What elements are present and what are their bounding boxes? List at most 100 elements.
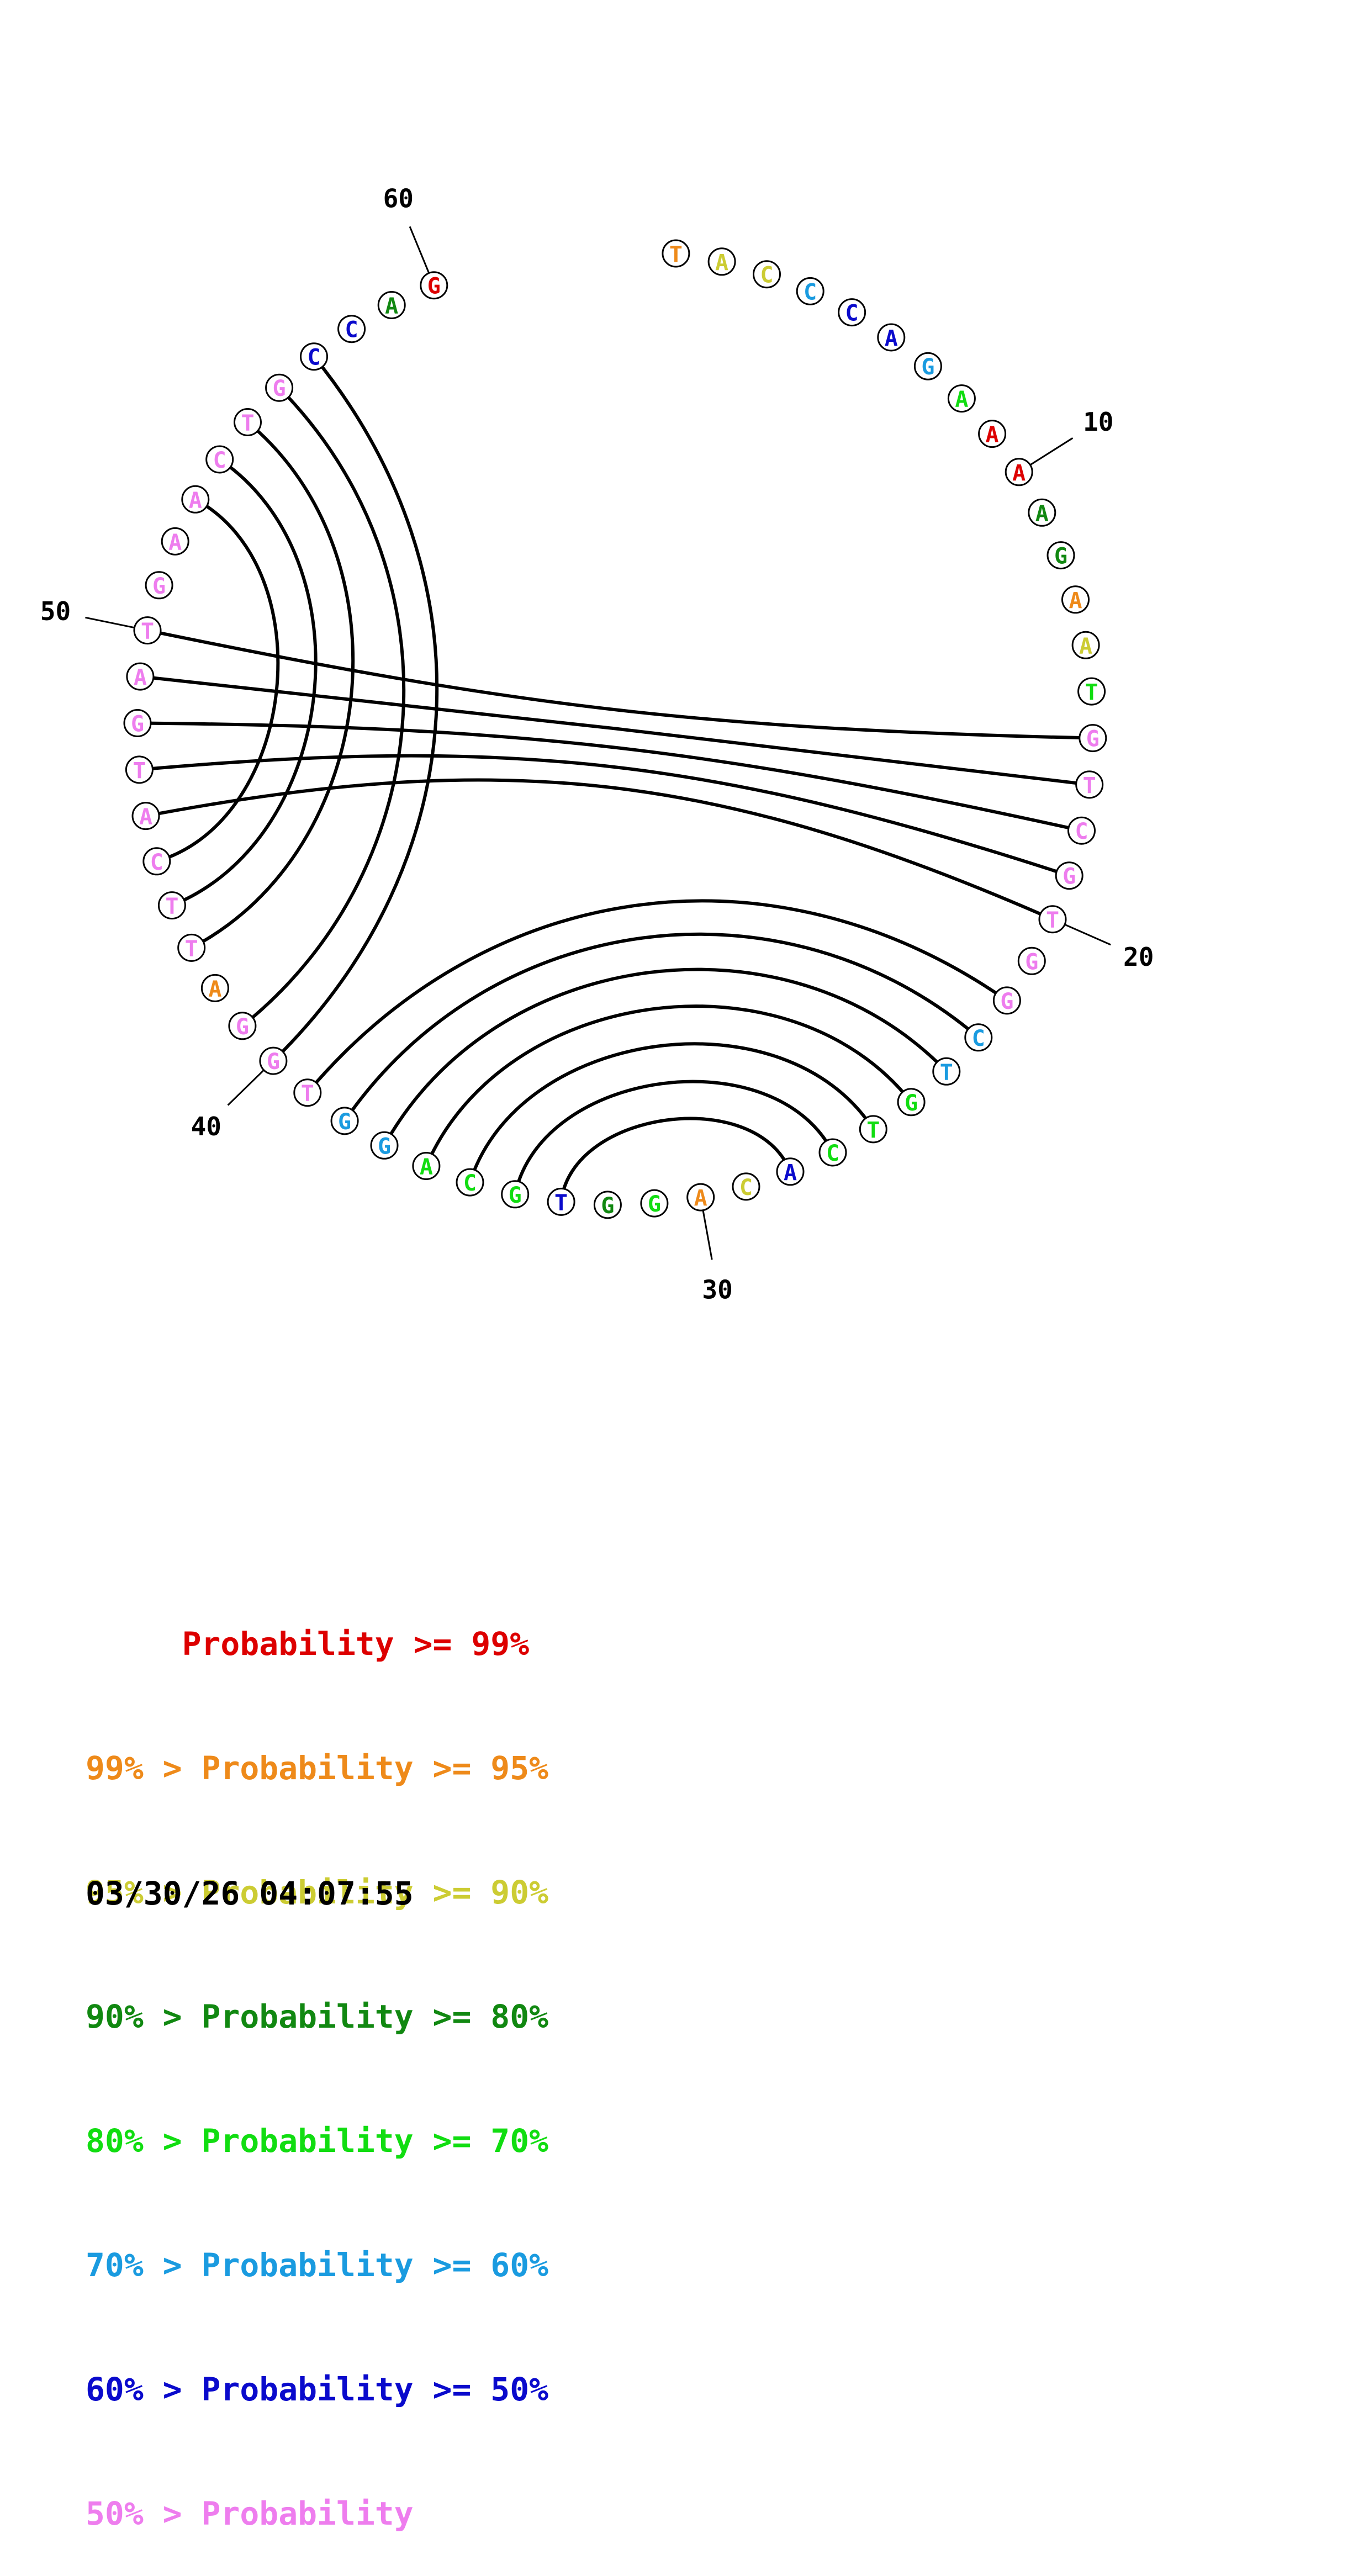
nucleotide: A xyxy=(707,247,736,276)
nucleotide-circle xyxy=(897,1088,926,1117)
nucleotide-circle xyxy=(1005,458,1033,486)
position-tick xyxy=(1029,437,1074,466)
nucleotide-circle xyxy=(123,709,152,737)
nucleotide: C xyxy=(337,315,366,343)
nucleotide: A xyxy=(978,420,1007,448)
nucleotide-letter: T xyxy=(241,411,254,436)
nucleotide-letter: C xyxy=(150,850,163,875)
nucleotide-letter: G xyxy=(1063,864,1076,890)
nucleotide-letter: G xyxy=(1086,727,1100,752)
position-tick-lines xyxy=(85,226,1111,1260)
position-labels: 10 20 30 40 50 60 xyxy=(40,183,1154,1304)
nucleotide-letter: A xyxy=(420,1155,433,1180)
nucleotide-circle xyxy=(947,384,976,413)
nucleotide-circle xyxy=(161,527,189,556)
nucleotide-circle xyxy=(205,445,234,474)
nucleotide: G xyxy=(913,352,942,380)
nucleotide: C xyxy=(1067,816,1096,845)
nucleotide-letter: A xyxy=(208,976,221,1002)
nucleotide: A xyxy=(377,291,406,319)
nucleotide: A xyxy=(1061,585,1090,614)
nucleotide-letter: G xyxy=(1025,949,1038,975)
nucleotide: T xyxy=(662,239,690,268)
nucleotide-letter: T xyxy=(141,619,154,644)
nucleotide: A xyxy=(412,1152,441,1180)
legend-entry-80: 90% > Probability >= 80% xyxy=(86,1998,549,2035)
nucleotide: T xyxy=(859,1115,887,1144)
nucleotide-circle xyxy=(330,1107,359,1135)
base-pair-arc xyxy=(468,1042,875,1183)
nucleotide-circle xyxy=(547,1187,575,1216)
nucleotide: G xyxy=(1046,541,1075,570)
nucleotide-letter: A xyxy=(385,294,398,319)
nucleotide-letter: C xyxy=(845,301,859,326)
nucleotide-circle xyxy=(1071,631,1100,659)
nucleotide-circle xyxy=(707,247,736,276)
nucleotide-circle xyxy=(377,291,406,319)
position-tick xyxy=(702,1210,713,1260)
nucleotide-letter: G xyxy=(427,274,441,299)
nucleotide-circle xyxy=(265,373,294,402)
base-pair-arc xyxy=(145,778,1054,921)
base-pair-arc xyxy=(139,754,1070,877)
base-pair-arc xyxy=(383,967,948,1146)
nucleotide-circle xyxy=(796,277,824,305)
nucleotide-letter: A xyxy=(1035,501,1049,526)
nucleotide-letter: C xyxy=(213,448,226,473)
position-label: 30 xyxy=(702,1274,732,1304)
nucleotide-circle xyxy=(1055,861,1083,890)
nucleotide-circle xyxy=(157,891,186,920)
nucleotide: T xyxy=(1077,677,1106,706)
nucleotide-circle xyxy=(133,616,162,645)
nucleotide-letter: G xyxy=(509,1183,522,1208)
nucleotide-circle xyxy=(420,271,448,300)
nucleotide-circle xyxy=(145,571,173,600)
position-label: 20 xyxy=(1123,942,1154,972)
circular-structure-diagram: T A CCCAGAAAAGAATGTCGTGGCTGTCACAGGTGCAGGTG… xyxy=(40,183,1154,1304)
base-pair-arc xyxy=(272,355,439,1062)
nucleotide: T xyxy=(293,1078,322,1107)
nucleotide-letter: G xyxy=(338,1109,351,1135)
nucleotide-circle xyxy=(1061,585,1090,614)
nucleotide-letter: C xyxy=(345,318,358,343)
nucleotide-circle xyxy=(1046,541,1075,570)
nucleotide-letter: C xyxy=(463,1171,477,1196)
nucleotide-circle xyxy=(293,1078,322,1107)
nucleotide: T xyxy=(547,1187,575,1216)
nucleotide-letter: G xyxy=(378,1134,391,1159)
nucleotide: G xyxy=(1055,861,1083,890)
nucleotide-letter: T xyxy=(554,1190,568,1215)
nucleotide-letter: C xyxy=(739,1175,753,1200)
nucleotide-letter: T xyxy=(1085,680,1098,705)
nucleotide: C xyxy=(838,298,866,327)
nucleotide: C xyxy=(732,1172,760,1201)
nucleotide-circle xyxy=(126,662,155,691)
nucleotide-letter: G xyxy=(921,355,934,380)
legend-entry-below-50: 50% > Probability xyxy=(86,2495,414,2532)
nucleotide-letter: A xyxy=(1012,461,1026,486)
nucleotide-circle xyxy=(234,408,262,436)
nucleotide-circle xyxy=(776,1157,805,1186)
nucleotide: T xyxy=(234,408,262,436)
nucleotide: C xyxy=(142,847,171,876)
nucleotide-letter: A xyxy=(1069,588,1082,613)
nucleotide-letter: G xyxy=(1000,989,1013,1014)
nucleotide-letter: T xyxy=(866,1118,880,1143)
nucleotide: A xyxy=(686,1183,715,1212)
nucleotide-circle xyxy=(1067,816,1096,845)
nucleotide: G xyxy=(370,1131,399,1160)
position-label: 50 xyxy=(40,596,71,626)
nucleotide-circle xyxy=(593,1191,622,1219)
nucleotide-letter: G xyxy=(236,1014,249,1040)
position-label: 40 xyxy=(191,1112,221,1141)
nucleotide-circle xyxy=(662,239,690,268)
legend-entry-60: 70% > Probability >= 60% xyxy=(86,2246,549,2284)
nucleotide: C xyxy=(300,342,328,371)
nucleotide-circle xyxy=(456,1168,484,1197)
nucleotide-letter: C xyxy=(972,1026,985,1051)
nucleotide-circle xyxy=(181,485,210,514)
nucleotide-circle xyxy=(1077,677,1106,706)
nucleotide-letter: T xyxy=(940,1060,953,1085)
nucleotide-letter: C xyxy=(804,279,817,305)
nucleotide: A xyxy=(181,485,210,514)
